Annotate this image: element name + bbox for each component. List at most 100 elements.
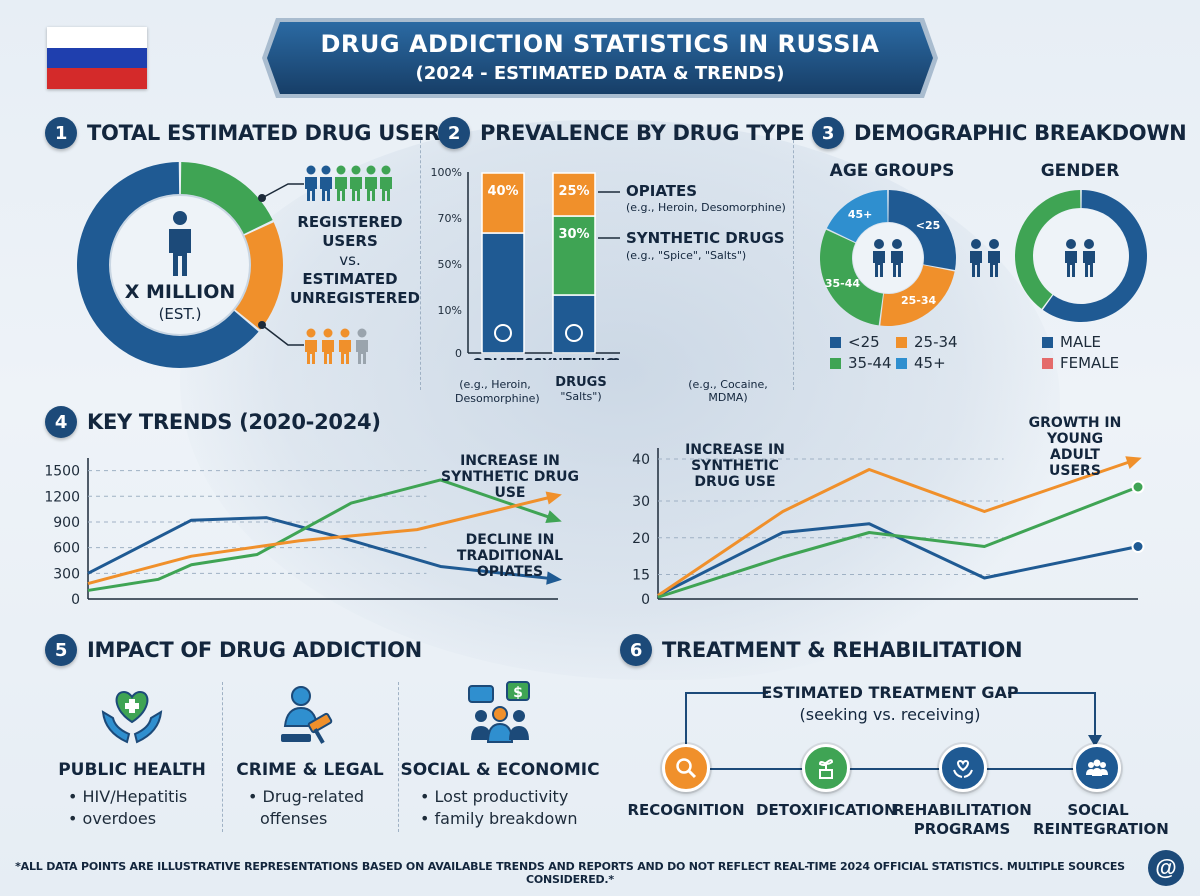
group-icon <box>1086 759 1108 776</box>
y-tick-label: 0 <box>455 347 462 360</box>
legend-label: FEMALE <box>1060 354 1120 372</box>
title-banner: DRUG ADDICTION STATISTICS IN RUSSIA (202… <box>262 18 938 98</box>
series-end-point <box>1131 480 1145 494</box>
donut-slice <box>234 222 283 330</box>
legend-label: 25-34 <box>914 333 958 351</box>
category-label: OPIATES <box>472 357 534 360</box>
annotation-synthetic-increase: INCREASE IN SYNTHETIC DRUG USE <box>425 453 595 501</box>
heart-hands-icon <box>101 690 163 744</box>
step-line: SOCIAL <box>1067 801 1129 819</box>
legend-swatch <box>1042 336 1053 348</box>
series-end-point <box>1131 540 1145 553</box>
bar-segment <box>481 172 525 234</box>
opiates-note: (e.g., Heroin, Desomorphine) <box>455 378 540 406</box>
legend-label: <25 <box>848 333 880 351</box>
step-rehab-label: REHABILITATION PROGRAMS <box>893 801 1032 839</box>
y-tick-label: 70% <box>438 212 462 225</box>
bullet: • Lost productivity <box>420 787 569 806</box>
person-body <box>380 177 392 201</box>
registered-users-icon <box>305 165 392 201</box>
slice-label: 35-44 <box>825 277 861 290</box>
other-note: (e.g., Cocaine, MDMA) <box>688 378 768 404</box>
person-body <box>305 177 317 201</box>
legend-age-3: 35-44 <box>830 354 892 372</box>
y-tick-label: 1200 <box>44 489 80 505</box>
person-body <box>1083 251 1095 277</box>
series-arrow <box>545 510 562 523</box>
section-title: PREVALENCE BY DRUG TYPE <box>480 121 805 145</box>
y-tick-label: 15 <box>632 568 650 584</box>
legend-synthetic-note: (e.g., "Spice", "Salts") <box>626 249 747 262</box>
annotation-opiates-decline: DECLINE IN TRADITIONAL OPIATES <box>425 532 595 580</box>
bar-data-label: 25% <box>558 184 589 199</box>
legend-age-1: <25 <box>830 333 880 351</box>
gender-donut <box>1015 190 1147 322</box>
bullet: • family breakdown <box>420 809 578 828</box>
bar-data-label: 30% <box>558 227 589 242</box>
section-number: 4 <box>45 406 77 438</box>
impact-public-health-title: PUBLIC HEALTH <box>58 760 206 780</box>
impact-public-health-bullets: • HIV/Hepatitis • overdoes <box>68 786 187 830</box>
age-groups-donut: <25 25-34 35-44 45+ <box>820 190 956 326</box>
gavel-icon <box>281 686 333 744</box>
total-users-donut <box>77 162 283 368</box>
legend-connectors <box>598 191 620 239</box>
donut-slice <box>1015 190 1081 309</box>
section-4-header: 4 KEY TRENDS (2020-2024) <box>45 406 381 438</box>
donut-slice <box>1042 190 1147 322</box>
person-body <box>339 340 351 364</box>
person-head <box>892 239 902 249</box>
people-couple-icon <box>873 239 903 277</box>
step-recognition <box>662 744 710 792</box>
annotation-line: SYNTHETIC DRUG USE <box>441 469 579 501</box>
person-head <box>321 165 331 175</box>
treatment-gap-note: (seeking vs. receiving) <box>799 705 981 724</box>
bar-segment <box>552 215 596 296</box>
donut-hole <box>1034 209 1128 303</box>
step-detox-label: DETOXIFICATION <box>756 801 897 820</box>
label-line: USERS <box>322 232 378 250</box>
label-line: REGISTERED <box>297 213 403 231</box>
person-body <box>356 340 368 364</box>
trends-left-chart: 0 300 600 900 1200 1500 <box>44 458 562 608</box>
section-title: DEMOGRAPHIC BREAKDOWN <box>854 121 1187 145</box>
impact-crime-title: CRIME & LEGAL <box>236 760 384 780</box>
person-head <box>323 328 333 338</box>
y-tick-label: 10% <box>438 304 462 317</box>
note-line: Desomorphine) <box>455 392 540 405</box>
series-line <box>657 522 1139 597</box>
impact-social-bullets: • Lost productivity • family breakdown <box>420 786 577 830</box>
annotation-line: YOUNG ADULT <box>1046 431 1104 463</box>
series-arrow <box>545 491 562 505</box>
legend-label: 35-44 <box>848 354 892 372</box>
brand-logo-icon: @ <box>1148 850 1184 886</box>
annotation-young-adults: GROWTH IN YOUNG ADULT USERS <box>1020 415 1130 479</box>
y-tick-label: 300 <box>53 566 80 582</box>
divider <box>420 125 421 390</box>
impact-crime-bullets: • Drug-related offenses <box>248 786 364 830</box>
series-line <box>87 493 559 586</box>
person-head <box>306 328 316 338</box>
person-head <box>357 328 367 338</box>
series-arrow <box>1125 456 1142 469</box>
legend-female: FEMALE <box>1042 354 1119 372</box>
step-line: REHABILITATION <box>893 801 1032 819</box>
legend-label: 45+ <box>914 354 946 372</box>
bar-data-label: 40% <box>487 184 518 199</box>
people-couple-icon <box>1065 239 1095 277</box>
russia-flag-icon <box>47 27 147 89</box>
person-head <box>971 239 981 249</box>
person-head <box>336 165 346 175</box>
trends-right-chart: 0 15 20 30 40 <box>632 448 1145 608</box>
care-hands-icon <box>953 759 973 778</box>
bar-drug-icon <box>565 324 583 342</box>
section-title: TREATMENT & REHABILITATION <box>662 638 1023 662</box>
people-couple-icon <box>970 239 1000 277</box>
legend-swatch <box>830 336 841 348</box>
gender-title: GENDER <box>1040 161 1120 181</box>
y-tick-label: 0 <box>641 592 650 608</box>
y-tick-label: 900 <box>53 515 80 531</box>
section-number: 6 <box>620 634 652 666</box>
bullet: • Drug-related <box>248 787 365 806</box>
person-head <box>989 239 999 249</box>
